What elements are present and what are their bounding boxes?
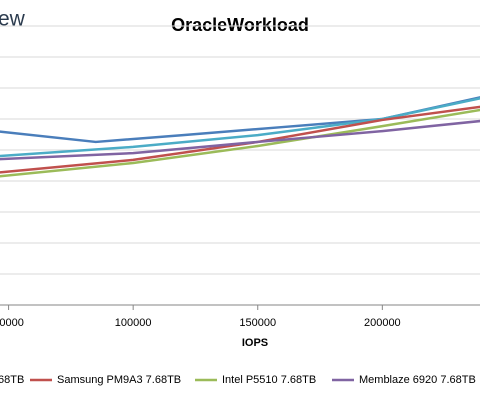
x-tick-label: 150000 (239, 317, 276, 329)
x-tick-label: 200000 (364, 317, 401, 329)
x-tick-label: 100000 (115, 317, 152, 329)
legend-label: Memblaze 6920 7.68TB (359, 374, 476, 386)
legend-label: Intel P5510 7.68TB (222, 374, 316, 386)
x-tick-label: 00000 (0, 317, 24, 329)
brand-logo: ew (0, 8, 26, 31)
series-line (0, 108, 480, 178)
chart-title: OracleWorkload (171, 15, 309, 35)
series-line (0, 97, 480, 158)
x-axis-label: IOPS (242, 337, 268, 349)
legend-label: Samsung PM9A3 7.68TB (57, 374, 181, 386)
legend-label: 68TB (0, 374, 24, 386)
series-line (0, 119, 480, 161)
